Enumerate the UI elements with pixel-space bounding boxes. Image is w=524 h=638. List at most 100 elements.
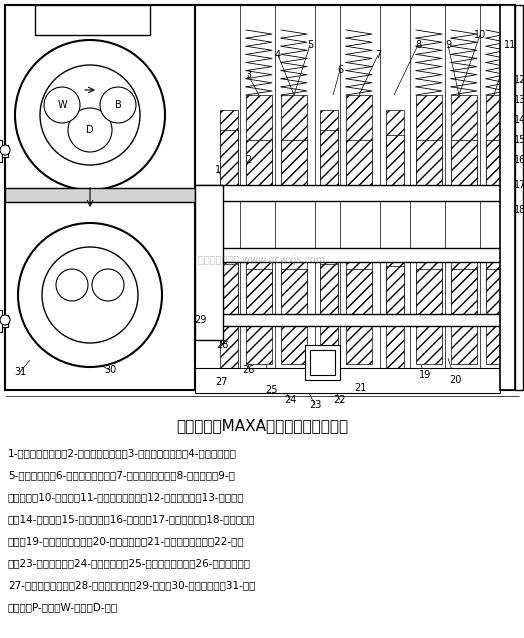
Text: 22: 22 bbox=[334, 395, 346, 405]
Bar bbox=[281, 326, 307, 364]
Bar bbox=[305, 345, 340, 380]
Bar bbox=[500, 5, 515, 390]
Text: 15: 15 bbox=[514, 135, 524, 145]
Bar bbox=[246, 326, 272, 364]
Bar bbox=[386, 135, 404, 185]
Bar bbox=[386, 266, 404, 314]
Text: 一轴惰轮；10-第一轴；11-第二轴二档齿轮；12-第二轴惰轮；13-驻车档齿: 一轴惰轮；10-第一轴；11-第二轴二档齿轮；12-第二轴惰轮；13-驻车档齿 bbox=[8, 492, 245, 502]
Bar bbox=[320, 262, 338, 312]
Text: 12: 12 bbox=[514, 75, 524, 85]
Circle shape bbox=[42, 247, 138, 343]
Text: 1-第二轴一档齿轮；2-第二轴三档齿轮；3-第一轴三档齿轮；4-三档离合器；: 1-第二轴一档齿轮；2-第二轴三档齿轮；3-第一轴三档齿轮；4-三档离合器； bbox=[8, 448, 237, 458]
Text: 本田轿车的MAXA型自动变速器示意图: 本田轿车的MAXA型自动变速器示意图 bbox=[176, 418, 348, 433]
Text: 29: 29 bbox=[194, 315, 206, 325]
Text: 11: 11 bbox=[504, 40, 516, 50]
Bar bbox=[416, 269, 442, 314]
Bar bbox=[320, 110, 338, 185]
Text: 27-一档固定离合器；28-主减速齿轮副；29-油泵；30-液力变矩器；31-锁止: 27-一档固定离合器；28-主减速齿轮副；29-油泵；30-液力变矩器；31-锁… bbox=[8, 580, 255, 590]
Circle shape bbox=[44, 87, 80, 123]
Text: 6: 6 bbox=[337, 65, 343, 75]
Bar bbox=[195, 248, 515, 262]
Bar bbox=[346, 269, 372, 314]
Circle shape bbox=[92, 269, 124, 301]
Bar bbox=[281, 95, 307, 185]
Bar bbox=[346, 326, 372, 364]
Text: 2: 2 bbox=[245, 155, 251, 165]
Bar bbox=[195, 185, 223, 340]
Text: 28: 28 bbox=[216, 340, 228, 350]
Text: 14: 14 bbox=[514, 115, 524, 125]
Text: 3: 3 bbox=[245, 70, 251, 80]
Bar bbox=[0, 315, 8, 327]
Bar bbox=[451, 140, 477, 185]
Bar bbox=[486, 95, 506, 185]
Text: 20: 20 bbox=[449, 375, 461, 385]
Text: 1: 1 bbox=[215, 165, 221, 175]
Bar bbox=[346, 140, 372, 185]
Bar bbox=[451, 262, 477, 307]
Bar bbox=[386, 110, 404, 185]
Bar bbox=[486, 326, 506, 364]
Bar bbox=[246, 95, 272, 185]
Circle shape bbox=[18, 223, 162, 367]
Text: 5: 5 bbox=[307, 40, 313, 50]
Bar bbox=[486, 262, 506, 307]
Bar bbox=[346, 95, 372, 185]
Bar bbox=[246, 140, 272, 185]
Bar bbox=[320, 130, 338, 185]
Bar bbox=[5, 5, 200, 390]
Bar bbox=[451, 269, 477, 314]
Text: 10: 10 bbox=[474, 30, 486, 40]
Bar bbox=[515, 5, 523, 390]
Text: 26: 26 bbox=[242, 365, 254, 375]
Bar bbox=[195, 314, 515, 326]
Text: 17: 17 bbox=[514, 180, 524, 190]
Circle shape bbox=[0, 145, 10, 155]
Bar bbox=[220, 326, 238, 368]
Bar bbox=[416, 326, 442, 364]
Text: B: B bbox=[115, 100, 122, 110]
Text: 9: 9 bbox=[445, 40, 451, 50]
Bar bbox=[281, 140, 307, 185]
Text: 19: 19 bbox=[419, 370, 431, 380]
Text: 离合器；P-泵轮；W-涡轮；D-导轮: 离合器；P-泵轮；W-涡轮；D-导轮 bbox=[8, 602, 118, 612]
Text: 阀；23-二档离合器；24-一档离合器；25-中间轴一档齿轮；26-单向离合器；: 阀；23-二档离合器；24-一档离合器；25-中间轴一档齿轮；26-单向离合器； bbox=[8, 558, 251, 568]
Text: 8: 8 bbox=[415, 40, 421, 50]
Bar bbox=[246, 262, 272, 307]
Text: 汽车维修技术网 www.qcwxjs.com: 汽车维修技术网 www.qcwxjs.com bbox=[199, 255, 325, 265]
Circle shape bbox=[100, 87, 136, 123]
Bar bbox=[486, 140, 506, 185]
Circle shape bbox=[0, 315, 10, 325]
Text: 18: 18 bbox=[514, 205, 524, 215]
Circle shape bbox=[68, 108, 112, 152]
Bar bbox=[195, 368, 500, 393]
Text: 7: 7 bbox=[375, 50, 381, 60]
Bar bbox=[195, 185, 515, 201]
Bar bbox=[0, 310, 2, 332]
Bar bbox=[416, 95, 442, 185]
Text: 30: 30 bbox=[104, 365, 116, 375]
Text: 31: 31 bbox=[14, 367, 26, 377]
Bar bbox=[320, 264, 338, 314]
Bar bbox=[220, 264, 238, 314]
Text: W: W bbox=[57, 100, 67, 110]
Bar bbox=[451, 95, 477, 185]
Bar bbox=[281, 262, 307, 307]
Circle shape bbox=[56, 269, 88, 301]
Bar bbox=[320, 326, 338, 368]
Bar bbox=[451, 326, 477, 364]
Text: 21: 21 bbox=[354, 383, 366, 393]
Bar bbox=[310, 350, 335, 375]
Bar bbox=[220, 130, 238, 185]
Bar bbox=[386, 326, 404, 368]
Bar bbox=[346, 262, 372, 307]
Text: 5-四档离合器；6-第一轴四档齿轮；7-第一轴倒档齿轮；8-倒档惰轮；9-第: 5-四档离合器；6-第一轴四档齿轮；7-第一轴倒档齿轮；8-倒档惰轮；9-第 bbox=[8, 470, 235, 480]
Bar bbox=[386, 262, 404, 312]
Bar bbox=[35, 5, 150, 35]
Circle shape bbox=[40, 65, 140, 165]
Bar bbox=[0, 140, 2, 162]
Text: 轮；14-第二轴；15-驻车锁销；16-中间轴；17-中间轴惰轮；18-中间轴二档: 轮；14-第二轴；15-驻车锁销；16-中间轴；17-中间轴惰轮；18-中间轴二… bbox=[8, 514, 256, 524]
Bar bbox=[220, 110, 238, 185]
Bar bbox=[220, 262, 238, 312]
Bar bbox=[416, 262, 442, 307]
